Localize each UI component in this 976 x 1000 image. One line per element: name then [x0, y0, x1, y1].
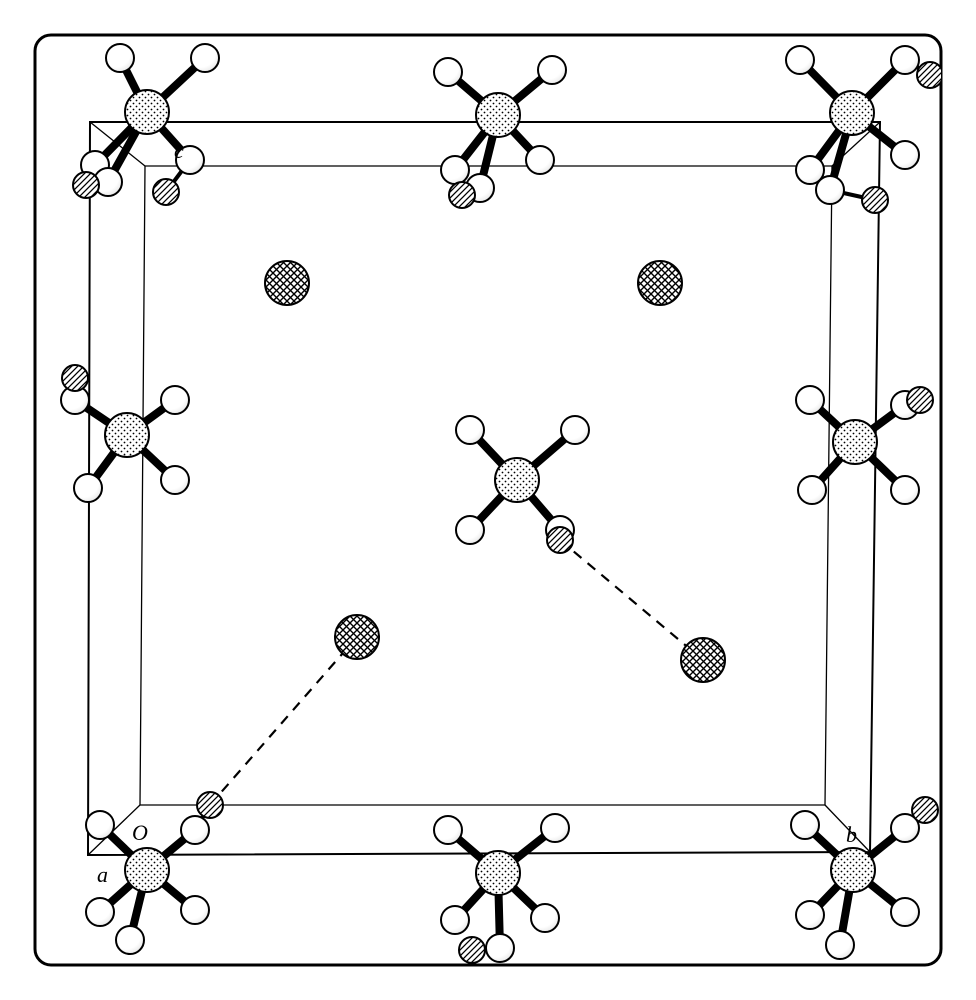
center-atom [831, 848, 875, 892]
terminal-atom [891, 476, 919, 504]
terminal-atom [796, 901, 824, 929]
molecule [434, 56, 566, 208]
decor-atom [459, 937, 485, 963]
molecule [796, 386, 933, 504]
unitcell-back [140, 166, 832, 805]
terminal-atom [86, 898, 114, 926]
terminal-atom [826, 931, 854, 959]
terminal-atom [106, 44, 134, 72]
center-atom [476, 93, 520, 137]
molecule [786, 46, 943, 213]
terminal-atom [891, 141, 919, 169]
terminal-atom [191, 44, 219, 72]
decor-atom [449, 182, 475, 208]
decor-atom [862, 187, 888, 213]
decor-atom [153, 179, 179, 205]
terminal-atom [181, 896, 209, 924]
axis-label: c [174, 138, 184, 163]
molecule [61, 365, 189, 502]
counterion-sphere [638, 261, 682, 305]
terminal-atom [86, 811, 114, 839]
center-atom [125, 90, 169, 134]
counterion-sphere [265, 261, 309, 305]
center-atom [830, 91, 874, 135]
counterion-sphere [335, 615, 379, 659]
counterion-sphere [681, 638, 725, 682]
decor-atom [73, 172, 99, 198]
terminal-atom [526, 146, 554, 174]
center-atom [833, 420, 877, 464]
decor-atom [62, 365, 88, 391]
terminal-atom [796, 386, 824, 414]
terminal-atom [891, 46, 919, 74]
terminal-atom [161, 386, 189, 414]
terminal-atom [434, 816, 462, 844]
terminal-atom [161, 466, 189, 494]
center-atom [105, 413, 149, 457]
decor-atom [547, 527, 573, 553]
terminal-atom [434, 58, 462, 86]
center-atom [125, 848, 169, 892]
terminal-atom [486, 934, 514, 962]
terminal-atom [786, 46, 814, 74]
molecule [73, 44, 219, 205]
terminal-atom [561, 416, 589, 444]
decor-atom [907, 387, 933, 413]
molecule [456, 416, 589, 553]
decor-atom [197, 792, 223, 818]
terminal-atom [798, 476, 826, 504]
hydrogen-bond [560, 540, 703, 660]
terminal-atom [441, 906, 469, 934]
center-atom [476, 851, 520, 895]
axis-label: a [97, 862, 108, 887]
molecule [434, 814, 569, 963]
terminal-atom [891, 898, 919, 926]
terminal-atom [456, 416, 484, 444]
terminal-atom [181, 816, 209, 844]
terminal-atom [541, 814, 569, 842]
terminal-atom [816, 176, 844, 204]
hydrogen-bond [210, 637, 357, 805]
molecule [791, 797, 938, 959]
terminal-atom [791, 811, 819, 839]
terminal-atom [456, 516, 484, 544]
decor-atom [917, 62, 943, 88]
unitcell-front [88, 122, 880, 855]
terminal-atom [74, 474, 102, 502]
axis-label: O [132, 820, 148, 845]
terminal-atom [116, 926, 144, 954]
axis-label: b [846, 822, 857, 847]
terminal-atom [538, 56, 566, 84]
center-atom [495, 458, 539, 502]
terminal-atom [531, 904, 559, 932]
terminal-atom [441, 156, 469, 184]
decor-atom [912, 797, 938, 823]
